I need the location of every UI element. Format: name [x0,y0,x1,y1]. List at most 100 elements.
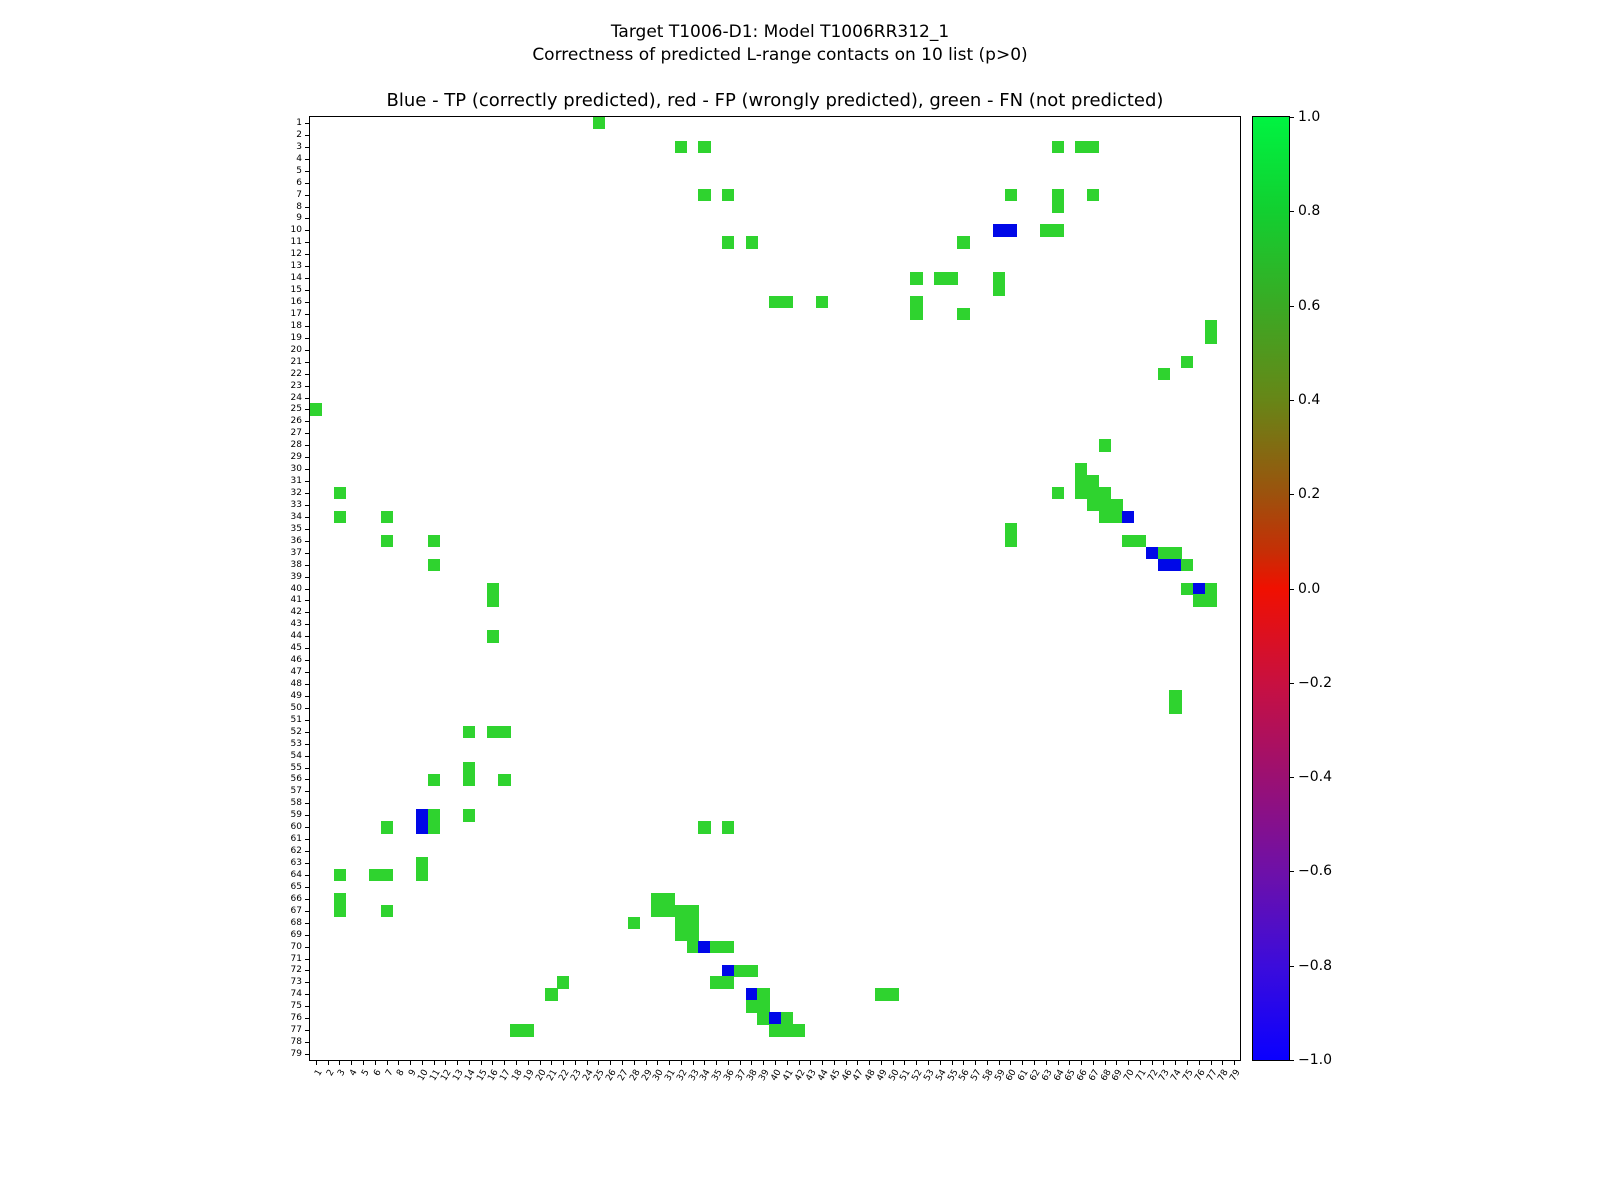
x-tick-mark [351,1061,353,1065]
y-tick-label: 35 [290,523,302,534]
fn-cell [757,1012,770,1025]
colorbar [1252,116,1290,1061]
figure-title-line-2: Correctness of predicted L-range contact… [532,45,1028,65]
x-tick-mark [1033,1061,1035,1065]
y-tick-label: 67 [290,905,302,916]
fn-cell [1098,510,1111,524]
x-tick-label: 2 [324,1068,337,1078]
tp-cell [745,988,758,1001]
y-tick-label: 55 [290,762,302,773]
fn-cell [1051,224,1064,237]
x-tick-label: 11 [427,1068,443,1083]
y-tick-label: 13 [290,261,302,272]
x-tick-label: 56 [957,1068,973,1083]
x-tick-mark [1057,1061,1059,1065]
y-tick-label: 8 [296,201,302,212]
fn-cell [674,904,688,918]
fn-cell [698,140,711,154]
y-tick-label: 62 [290,846,302,857]
y-tick-label: 1 [296,117,302,128]
fn-cell [1110,510,1123,524]
colorbar-tick-mark [1290,305,1294,307]
fn-cell [498,725,511,739]
x-tick-mark [1128,1061,1130,1065]
fn-cell [722,940,735,953]
y-tick-label: 76 [290,1013,302,1024]
x-tick-label: 63 [1040,1068,1055,1083]
x-tick-label: 55 [945,1068,961,1083]
fn-cell [1169,689,1182,703]
fn-cell [1075,475,1088,488]
fn-cell [674,916,688,930]
tp-cell [1157,558,1170,571]
fn-cell [1039,224,1053,237]
x-tick-label: 1 [313,1068,325,1078]
x-tick-mark [998,1061,1000,1065]
x-tick-label: 24 [580,1068,596,1083]
fn-cell [886,988,899,1001]
x-tick-label: 32 [675,1068,690,1083]
fn-cell [910,272,923,285]
x-tick-mark [1045,1061,1047,1065]
x-tick-mark [421,1061,423,1065]
x-tick-label: 13 [451,1068,466,1083]
fn-cell [463,809,476,822]
y-tick-label: 4 [296,153,302,164]
y-tick-label: 75 [290,1001,302,1012]
y-tick-label: 57 [290,786,302,797]
y-tick-label: 18 [290,320,302,331]
x-tick-mark [1081,1061,1083,1065]
x-tick-mark [645,1061,647,1065]
x-tick-mark [763,1061,765,1065]
fn-cell [1098,487,1111,500]
colorbar-tick-mark [1290,871,1294,873]
fn-cell [722,976,735,989]
x-tick-mark [680,1061,682,1065]
fn-cell [415,857,429,870]
x-tick-mark [586,1061,588,1065]
x-tick-mark [539,1061,541,1065]
x-tick-label: 79 [1228,1068,1243,1083]
x-tick-label: 64 [1051,1068,1067,1083]
y-tick-label: 38 [290,559,302,570]
fn-cell [1204,594,1217,607]
x-tick-mark [492,1061,494,1065]
y-tick-label: 77 [290,1025,302,1036]
colorbar-tick-label: 1.0 [1298,109,1321,125]
colorbar-tick-mark [1290,117,1294,118]
x-tick-mark [751,1061,753,1065]
x-tick-label: 29 [639,1068,655,1083]
x-tick-label: 37 [733,1068,749,1083]
x-tick-mark [810,1061,812,1065]
colorbar-tick-mark [1290,211,1294,213]
fn-cell [545,988,558,1001]
colorbar-tick-label: −0.8 [1298,957,1332,974]
fn-cell [1075,463,1088,476]
tp-cell [1004,224,1017,237]
fn-cell [992,272,1005,285]
x-tick-mark [1069,1061,1071,1065]
tp-cell [415,809,429,822]
x-tick-mark [833,1061,835,1065]
fn-cell [1169,546,1182,560]
fn-cell [780,296,794,309]
x-tick-label: 18 [510,1068,525,1083]
x-tick-mark [1092,1061,1094,1065]
fn-cell [745,1000,758,1013]
x-tick-mark [1163,1061,1165,1065]
fn-cell [463,773,476,786]
x-tick-mark [1022,1061,1024,1065]
y-tick-label: 32 [290,488,302,498]
x-tick-mark [551,1061,553,1065]
x-tick-label: 60 [1004,1068,1020,1083]
fn-cell [1051,140,1064,154]
colorbar-tick-label: 0.6 [1298,297,1321,314]
x-tick-mark [374,1061,376,1065]
fn-cell [722,236,735,249]
fn-cell [1098,498,1111,512]
colorbar-tick-mark [1290,588,1294,590]
y-tick-label: 64 [290,869,302,880]
fn-cell [910,307,923,321]
fn-cell [510,1024,523,1037]
x-tick-label: 38 [745,1068,761,1083]
